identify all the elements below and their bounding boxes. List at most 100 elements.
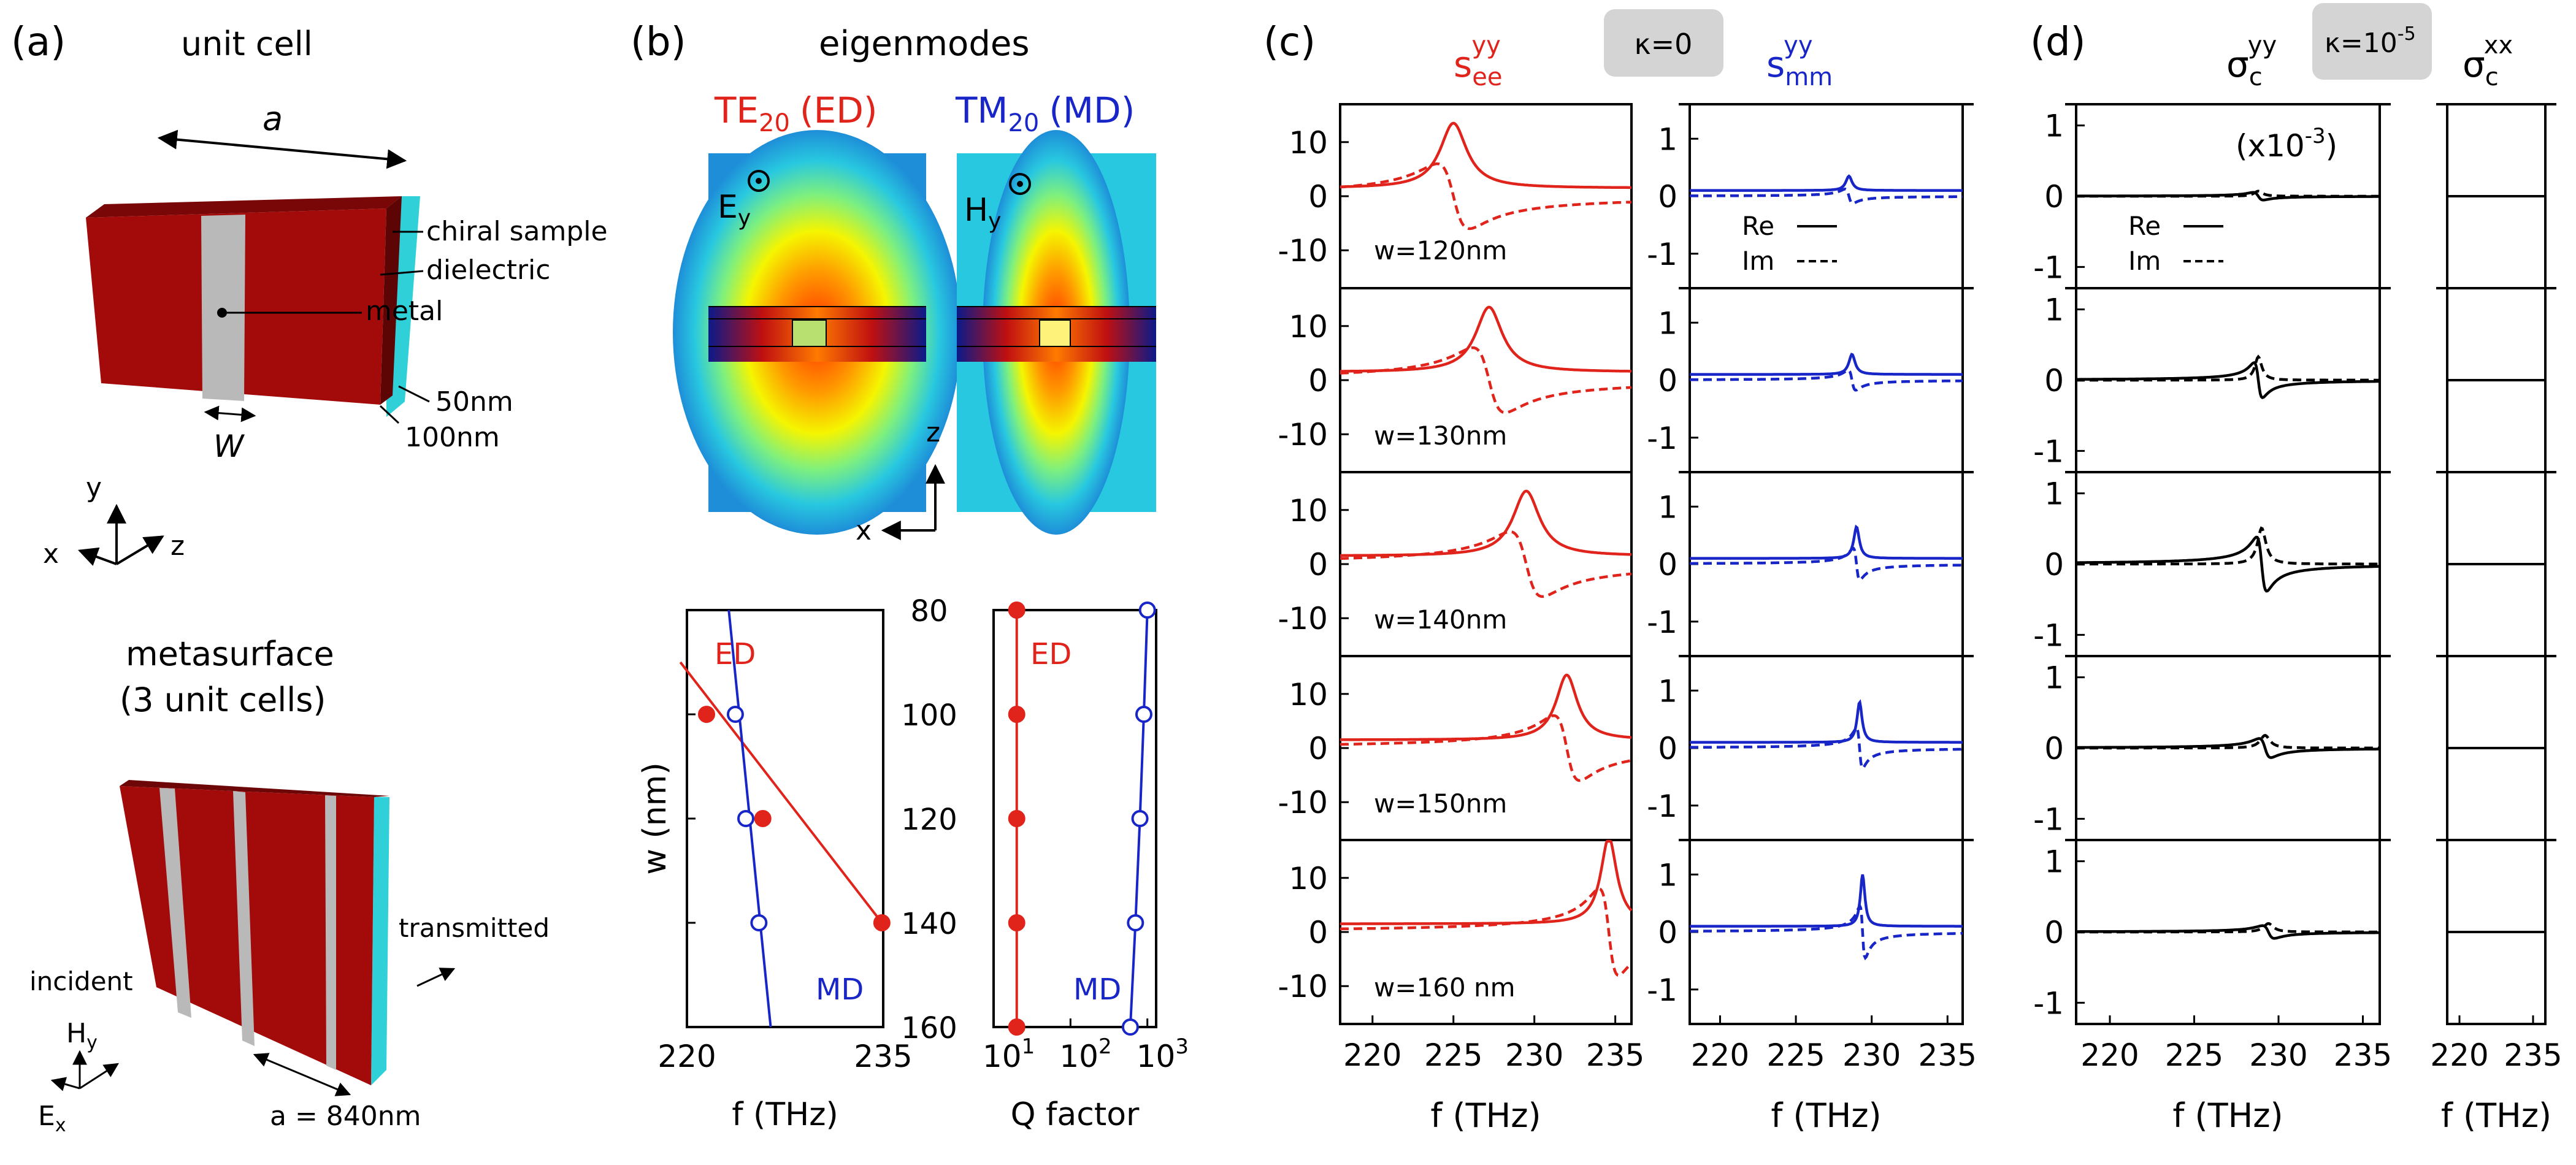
sigma-yy-re-curve	[2076, 535, 2380, 593]
period-label: a = 840nm	[270, 1101, 421, 1132]
field-axis-z: z	[926, 417, 940, 448]
s-ee-y-tick: 0	[1308, 547, 1328, 582]
panel-d-label: (d)	[2030, 20, 2086, 65]
s-ee-re-curve	[1340, 305, 1631, 373]
incident-field-axes	[50, 1050, 120, 1091]
s-mm-re-curve	[1690, 699, 1963, 744]
panel-c: (c) seeyy κ=0 smmyy 100-10100-10100-1010…	[1263, 9, 1977, 1135]
incident-label: incident	[29, 966, 133, 996]
s-mm-y-tick: -1	[1647, 237, 1677, 272]
s-ee-im-curve	[1340, 714, 1632, 782]
s-mm-re-curve	[1690, 353, 1963, 376]
s-mm-y-tick: -1	[1647, 421, 1677, 456]
qfactor-point-ed	[1008, 706, 1025, 723]
dispersion-y-tick: 160	[901, 1011, 957, 1045]
s-ee-chart: 10 0 -10 10 0 -10 10 0 -10 10 0 -10 10 0 -10 220 225 230 2…	[1278, 103, 1644, 1135]
metasurface-top	[120, 780, 389, 797]
ex-label: Ex	[38, 1101, 66, 1136]
s-ee-y-tick: 0	[1308, 915, 1328, 950]
thickness-pointer-2	[379, 405, 400, 424]
sigma-yy-x-tick: 225	[2165, 1037, 2223, 1073]
dispersion-point-md	[726, 706, 744, 723]
w150-label: w=150nm	[1374, 789, 1507, 819]
s-ee-y-tick: 10	[1289, 493, 1328, 529]
s-ee-im-curve	[1340, 162, 1632, 231]
sigma-yy-y-tick: 1	[2044, 109, 2064, 144]
sigma-yy-y-tick: -1	[2033, 985, 2064, 1021]
s-ee-title: seeyy	[1454, 31, 1502, 91]
metal-strip	[201, 215, 245, 401]
panel-a: (a) unit cell a chiral sample dielectric…	[11, 20, 608, 1136]
dispersion-y-tick: 140	[901, 907, 957, 941]
dispersion-y-tick: 120	[901, 803, 957, 837]
qfactor-ed-label: ED	[1030, 637, 1071, 671]
legend-re-c: Re	[1742, 211, 1774, 241]
qfactor-point-ed	[1008, 914, 1025, 931]
sigma-yy-title: σcyy	[2226, 31, 2277, 91]
sigma-yy-chart: 1 0 -1 1 0 -1 1 0 -1 1 0 -1 1 0 -1 220 225 230 235 f (THz)	[2033, 103, 2392, 1135]
dispersion-point-ed	[698, 706, 715, 723]
thickness-100: 100nm	[405, 422, 500, 453]
sigma-yy-y-tick: 1	[2044, 476, 2064, 512]
sigma-yy-x-tick: 235	[2334, 1037, 2392, 1073]
w130-label: w=130nm	[1374, 421, 1507, 451]
dispersion-y-tick: 100	[901, 698, 957, 733]
s-ee-im-curve	[1340, 887, 1633, 977]
s-ee-y-tick: -10	[1278, 785, 1328, 820]
s-ee-y-tick: 0	[1308, 363, 1328, 399]
s-ee-re-curve	[1340, 673, 1632, 741]
s-mm-re-curve	[1690, 174, 1963, 192]
legend-re-d: Re	[2128, 211, 2161, 241]
dielectric-label: dielectric	[426, 254, 550, 286]
s-ee-y-tick: 10	[1289, 309, 1328, 345]
s-ee-re-curve	[1340, 121, 1631, 189]
te-field-map	[673, 130, 961, 535]
s-ee-re-curve	[1340, 489, 1631, 557]
qfactor-point-md	[1121, 1018, 1139, 1036]
sigma-yy-x-tick: 220	[2080, 1037, 2139, 1073]
dispersion-y-tick: 80	[910, 594, 948, 628]
scale-label: (x10-3)	[2236, 124, 2337, 164]
sigma-yy-im-curve	[2076, 733, 2380, 750]
sigma-yy-y-tick: -1	[2033, 801, 2064, 837]
sigma-xx-x-tick: 235	[2504, 1037, 2562, 1073]
qfactor-point-md	[1138, 602, 1156, 619]
s-mm-y-tick: 1	[1658, 673, 1677, 709]
legend-im-c: Im	[1742, 246, 1774, 276]
coordinate-axes: y x z	[43, 472, 185, 570]
s-mm-x-tick: 225	[1766, 1037, 1825, 1073]
dispersion-frame	[686, 609, 884, 1028]
kappa-d-label: κ=10-5	[2325, 23, 2416, 59]
tm-field-label: Hy	[964, 192, 1001, 234]
s-mm-y-tick: -1	[1647, 605, 1677, 640]
metasurface-subtitle: (3 unit cells)	[120, 681, 326, 719]
panel-b: (b) eigenmodes TE20 (ED) TM20 (MD) Ey	[631, 20, 1189, 1133]
sigma-yy-x-label: f (THz)	[2172, 1096, 2283, 1135]
s-ee-x-tick: 230	[1505, 1037, 1563, 1073]
s-ee-im-curve	[1340, 346, 1632, 414]
thickness-pointer-1	[398, 385, 430, 403]
qfactor-x-tick: 101	[983, 1034, 1035, 1074]
lattice-label: a	[263, 99, 283, 138]
w160-label: w=160 nm	[1374, 972, 1516, 1003]
s-mm-x-label: f (THz)	[1771, 1096, 1881, 1135]
kappa-c-label: κ=0	[1635, 28, 1693, 61]
s-ee-y-tick: 10	[1289, 677, 1328, 712]
qfactor-x-tick: 103	[1137, 1034, 1189, 1074]
sigma-xx-x-label: f (THz)	[2441, 1096, 2551, 1135]
lattice-arrow	[157, 129, 407, 169]
transmitted-arrow	[416, 968, 456, 987]
dispersion-ed-label: ED	[715, 637, 756, 671]
s-ee-x-tick: 220	[1343, 1037, 1401, 1073]
metasurface-chiral	[371, 797, 389, 1085]
metasurface-metal-3	[325, 795, 336, 1070]
s-mm-chart: 1 0 -1 1 0 -1 1 0 -1 1 0 -1 1 0 -1 220 225 230 235 f (THz)	[1647, 103, 1977, 1135]
sigma-yy-y-tick: -1	[2033, 434, 2064, 469]
dielectric-top	[86, 196, 402, 218]
s-mm-im-curve	[1690, 187, 1963, 205]
sigma-yy-im-curve	[2076, 526, 2380, 566]
sigma-yy-y-tick: 1	[2044, 660, 2064, 696]
legend-im-d: Im	[2128, 246, 2161, 276]
thickness-50: 50nm	[435, 386, 513, 418]
axis-y-label: y	[86, 472, 102, 503]
